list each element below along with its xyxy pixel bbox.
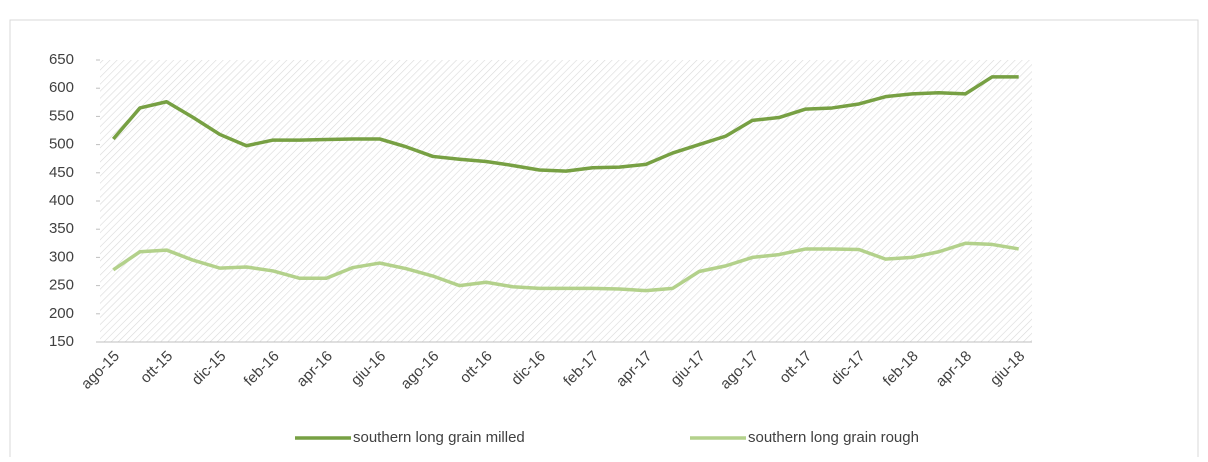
- y-tick-label: 150: [49, 333, 74, 350]
- y-tick-label: 250: [49, 277, 74, 294]
- y-tick-label: 200: [49, 305, 74, 322]
- line-series: [112, 241, 1019, 293]
- y-tick-label: 600: [49, 79, 74, 96]
- legend-label: southern long grain milled: [353, 429, 525, 446]
- y-tick-label: 500: [49, 136, 74, 153]
- legend-label: southern long grain rough: [748, 429, 919, 446]
- y-tick-label: 650: [49, 51, 74, 68]
- y-tick-label: 450: [49, 164, 74, 181]
- plot-area: [100, 60, 1032, 342]
- y-tick-label: 400: [49, 192, 74, 209]
- y-tick-label: 550: [49, 107, 74, 124]
- y-tick-label: 300: [49, 248, 74, 265]
- y-tick-label: 350: [49, 220, 74, 237]
- line-series: [111, 75, 1019, 173]
